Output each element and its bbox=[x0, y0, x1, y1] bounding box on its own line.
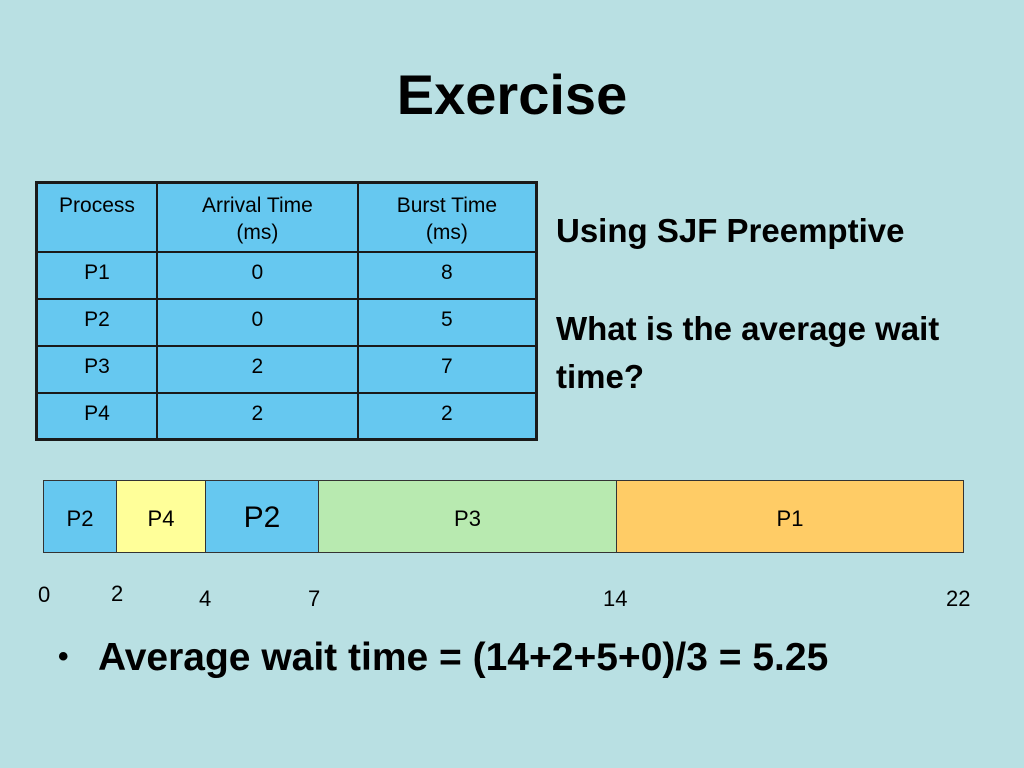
header-process: Process bbox=[35, 181, 158, 253]
cell-arrival: 0 bbox=[155, 250, 359, 300]
gantt-tick-label: 0 bbox=[38, 582, 51, 607]
header-burst-time: Burst Time (ms) bbox=[356, 181, 538, 253]
header-arrival-time: Arrival Time (ms) bbox=[155, 181, 359, 253]
cell-process: P4 bbox=[35, 391, 158, 441]
table-row: P3 2 7 bbox=[35, 344, 538, 394]
cell-process: P1 bbox=[35, 250, 158, 300]
process-table: Process Arrival Time (ms) Burst Time (ms… bbox=[35, 181, 538, 441]
gantt-tick-label: 4 bbox=[199, 586, 212, 611]
cell-burst: 8 bbox=[356, 250, 538, 300]
cell-arrival: 2 bbox=[155, 344, 359, 394]
gantt-segment-p2: P2 bbox=[44, 481, 117, 552]
gantt-tick-label: 2 bbox=[111, 581, 124, 606]
cell-process: P3 bbox=[35, 344, 158, 394]
cell-burst: 2 bbox=[356, 391, 538, 441]
table-row: P1 0 8 bbox=[35, 250, 538, 300]
cell-burst: 7 bbox=[356, 344, 538, 394]
question-text: What is the average wait time? bbox=[556, 310, 940, 395]
gantt-tick-label: 14 bbox=[603, 586, 628, 611]
gantt-segment-p1: P1 bbox=[617, 481, 963, 552]
gantt-tick-label: 22 bbox=[946, 586, 971, 611]
gantt-chart: P2 P4 P2 P3 P1 bbox=[43, 480, 964, 553]
answer-bullet: • Average wait time = (14+2+5+0)/3 = 5.25 bbox=[58, 636, 828, 680]
gantt-segment-p4: P4 bbox=[117, 481, 206, 552]
header-arrival-line1: Arrival Time bbox=[201, 194, 313, 217]
table-header-row: Process Arrival Time (ms) Burst Time (ms… bbox=[35, 181, 538, 253]
cell-arrival: 2 bbox=[155, 391, 359, 441]
gantt-tick-label: 7 bbox=[308, 586, 321, 611]
cell-process: P2 bbox=[35, 297, 158, 347]
header-burst-line1: Burst Time bbox=[396, 194, 498, 217]
gantt-segment-p3: P3 bbox=[319, 481, 617, 552]
cell-arrival: 0 bbox=[155, 297, 359, 347]
cell-burst: 5 bbox=[356, 297, 538, 347]
algorithm-label: Using SJF Preemptive bbox=[556, 212, 905, 249]
table-row: P4 2 2 bbox=[35, 391, 538, 441]
bullet-icon: • bbox=[58, 640, 69, 673]
header-arrival-line2: (ms) bbox=[236, 221, 279, 245]
table-row: P2 0 5 bbox=[35, 297, 538, 347]
answer-text: Average wait time = (14+2+5+0)/3 = 5.25 bbox=[98, 636, 829, 679]
slide-title: Exercise bbox=[396, 63, 628, 126]
gantt-segment-p2: P2 bbox=[206, 481, 319, 552]
header-burst-line2: (ms) bbox=[425, 221, 468, 245]
header-process-line1: Process bbox=[59, 194, 135, 217]
